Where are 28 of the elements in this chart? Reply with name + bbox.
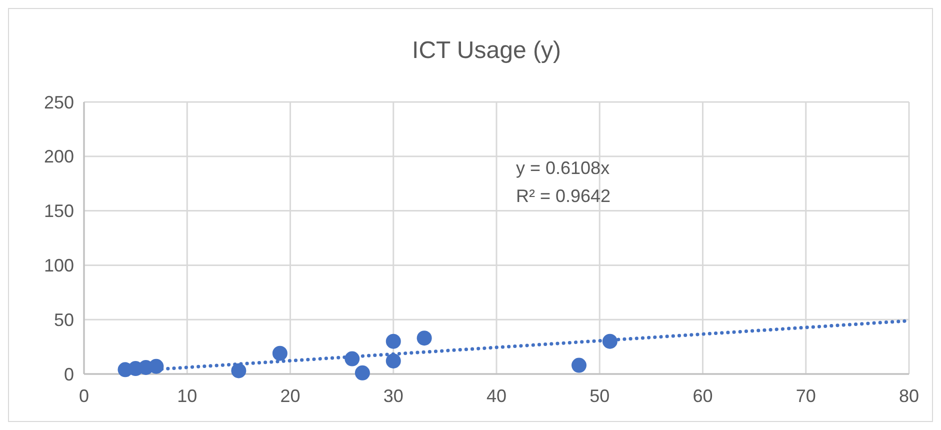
point xyxy=(602,334,618,349)
point xyxy=(148,358,164,374)
point xyxy=(416,330,432,346)
annotation: R² = 0.9642 xyxy=(516,186,611,206)
point xyxy=(272,346,288,361)
y-tick-label: 50 xyxy=(54,310,74,330)
y-tick-label: 250 xyxy=(44,92,74,112)
point xyxy=(231,363,246,378)
x-tick-label: 60 xyxy=(692,386,713,406)
y-tick-label: 0 xyxy=(64,364,74,384)
x-tick-label: 80 xyxy=(898,386,920,406)
point xyxy=(354,365,370,380)
x-tick-label: 30 xyxy=(383,386,404,406)
annotation: y = 0.6108x xyxy=(516,158,610,178)
x-tick-label: 40 xyxy=(486,386,507,406)
y-tick-label: 200 xyxy=(44,146,74,167)
x-tick-label: 20 xyxy=(280,386,300,406)
x-tick-label: 50 xyxy=(590,386,610,406)
x-tick-label: 0 xyxy=(78,386,90,406)
point xyxy=(386,353,401,368)
point xyxy=(572,358,586,373)
chart-title: ICT Usage (y) xyxy=(412,37,561,64)
point xyxy=(386,334,401,349)
x-tick-label: 10 xyxy=(177,386,198,406)
y-tick-label: 150 xyxy=(44,201,74,222)
point xyxy=(344,351,360,366)
x-tick-label: 70 xyxy=(796,386,816,406)
y-tick-label: 100 xyxy=(44,256,74,276)
